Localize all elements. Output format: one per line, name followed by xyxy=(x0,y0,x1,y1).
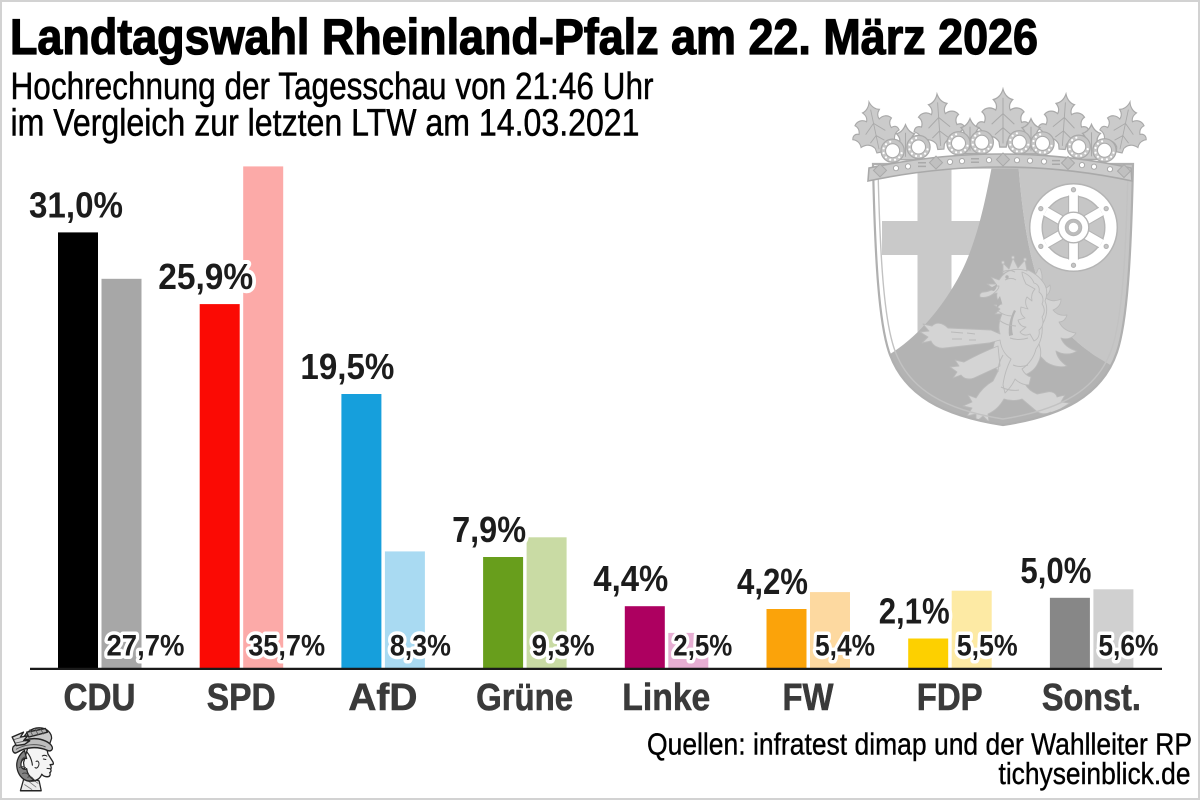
svg-text:5,4%: 5,4% xyxy=(815,630,875,663)
svg-text:5,0%: 5,0% xyxy=(1020,550,1091,591)
svg-text:9,3%: 9,3% xyxy=(532,630,595,663)
svg-text:2,5%: 2,5% xyxy=(673,630,732,663)
svg-text:4,4%: 4,4% xyxy=(593,558,668,599)
svg-text:25,9%: 25,9% xyxy=(158,256,253,297)
svg-text:Grüne: Grüne xyxy=(476,677,573,719)
svg-text:5,6%: 5,6% xyxy=(1098,630,1158,663)
svg-text:im Vergleich zur letzten LTW a: im Vergleich zur letzten LTW am 14.03.20… xyxy=(11,102,640,144)
svg-text:7,9%: 7,9% xyxy=(452,509,526,550)
svg-text:SPD: SPD xyxy=(207,677,276,719)
svg-text:27,7%: 27,7% xyxy=(107,630,185,663)
svg-text:Quellen: infratest dimap und d: Quellen: infratest dimap und der Wahllei… xyxy=(647,727,1192,762)
svg-text:AfD: AfD xyxy=(348,677,417,719)
svg-text:Landtagswahl Rheinland-Pfalz a: Landtagswahl Rheinland-Pfalz am 22. März… xyxy=(10,9,1038,65)
svg-text:Linke: Linke xyxy=(622,677,710,719)
svg-text:Hochrechnung der Tagesschau vo: Hochrechnung der Tagesschau von 21:46 Uh… xyxy=(11,66,654,108)
svg-text:tichyseinblick.de: tichyseinblick.de xyxy=(999,756,1191,791)
svg-text:8,3%: 8,3% xyxy=(390,630,451,663)
svg-text:Sonst.: Sonst. xyxy=(1042,677,1141,719)
svg-text:FW: FW xyxy=(783,677,834,719)
svg-text:CDU: CDU xyxy=(64,677,136,719)
svg-text:19,5%: 19,5% xyxy=(300,346,394,387)
svg-text:4,2%: 4,2% xyxy=(737,561,808,602)
svg-text:31,0%: 31,0% xyxy=(29,184,123,225)
svg-text:FDP: FDP xyxy=(917,677,983,719)
svg-text:2,1%: 2,1% xyxy=(879,591,950,632)
svg-text:5,5%: 5,5% xyxy=(957,630,1018,663)
svg-text:35,7%: 35,7% xyxy=(248,630,325,663)
